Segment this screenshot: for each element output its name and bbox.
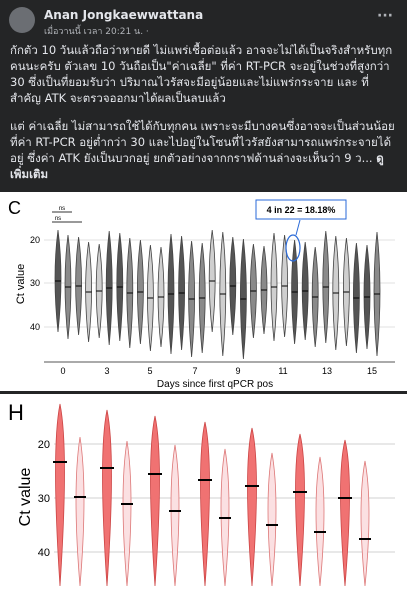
sig-label: ns [55,216,61,222]
y-axis-label: Ct value [17,468,34,527]
see-more[interactable]: ดูเพิ่มเติม [10,151,384,181]
violin [55,403,65,587]
x-tick-label: 0 [60,366,65,376]
x-tick-label: 9 [235,366,240,376]
violin [102,409,112,587]
violin [267,452,277,587]
highlight [285,234,301,262]
paragraph: แต่ ค่าเฉลี่ย ไม่สามารถใช้ได้กับทุกคน เพ… [10,118,398,182]
post-header: Anan Jongkaewwattana เมื่อวานนี้ เวลา 20… [0,0,407,40]
x-tick-label: 13 [322,366,332,376]
annotation-box [255,199,347,220]
x-tick-label: 15 [367,366,377,376]
paragraph-text: แต่ ค่าเฉลี่ย ไม่สามารถใช้ได้กับทุกคน เพ… [10,119,395,165]
sig-label: ns [59,206,65,212]
timestamp[interactable]: เมื่อวานนี้ เวลา 20:21 น. · [44,27,149,37]
violin [200,421,210,587]
violin [75,436,85,587]
violin [247,427,257,587]
post-text: กักตัว 10 วันแล้วถือว่าหายดี ไม่แพร่เชื้… [10,42,398,194]
x-tick-label: 5 [147,366,152,376]
violin [340,439,350,587]
violin [122,440,132,587]
annotation: 4 in 22 = 18.18% [267,205,336,215]
violin [360,460,370,587]
y-tick-label: 40 [38,547,50,559]
x-tick-label: 3 [104,366,109,376]
y-tick-label: 30 [38,493,50,505]
paragraph: กักตัว 10 วันแล้วถือว่าหายดี ไม่แพร่เชื้… [10,43,393,105]
panel-label: C [8,198,21,218]
violin [150,415,160,587]
callout [295,219,301,236]
y-tick-label: 40 [30,322,40,332]
panel-label: H [8,400,24,425]
violin [170,444,180,587]
more-menu[interactable]: ··· [377,8,393,24]
violin [295,433,305,587]
y-tick-label: 30 [30,278,40,288]
y-tick-label: 20 [38,439,50,451]
x-tick-label: 7 [192,366,197,376]
post-images[interactable]: C Ct value 20 30 40 0 3 5 7 9 11 13 15 Days since fir… [0,192,407,595]
y-axis-label: Ct value [15,264,27,304]
violin [315,456,325,587]
y-tick-label: 20 [30,235,40,245]
author-name[interactable]: Anan Jongkaewwattana [44,8,204,22]
x-axis-label: Days since first qPCR pos [157,379,273,390]
x-tick-label: 11 [278,366,287,376]
avatar[interactable] [9,7,35,33]
